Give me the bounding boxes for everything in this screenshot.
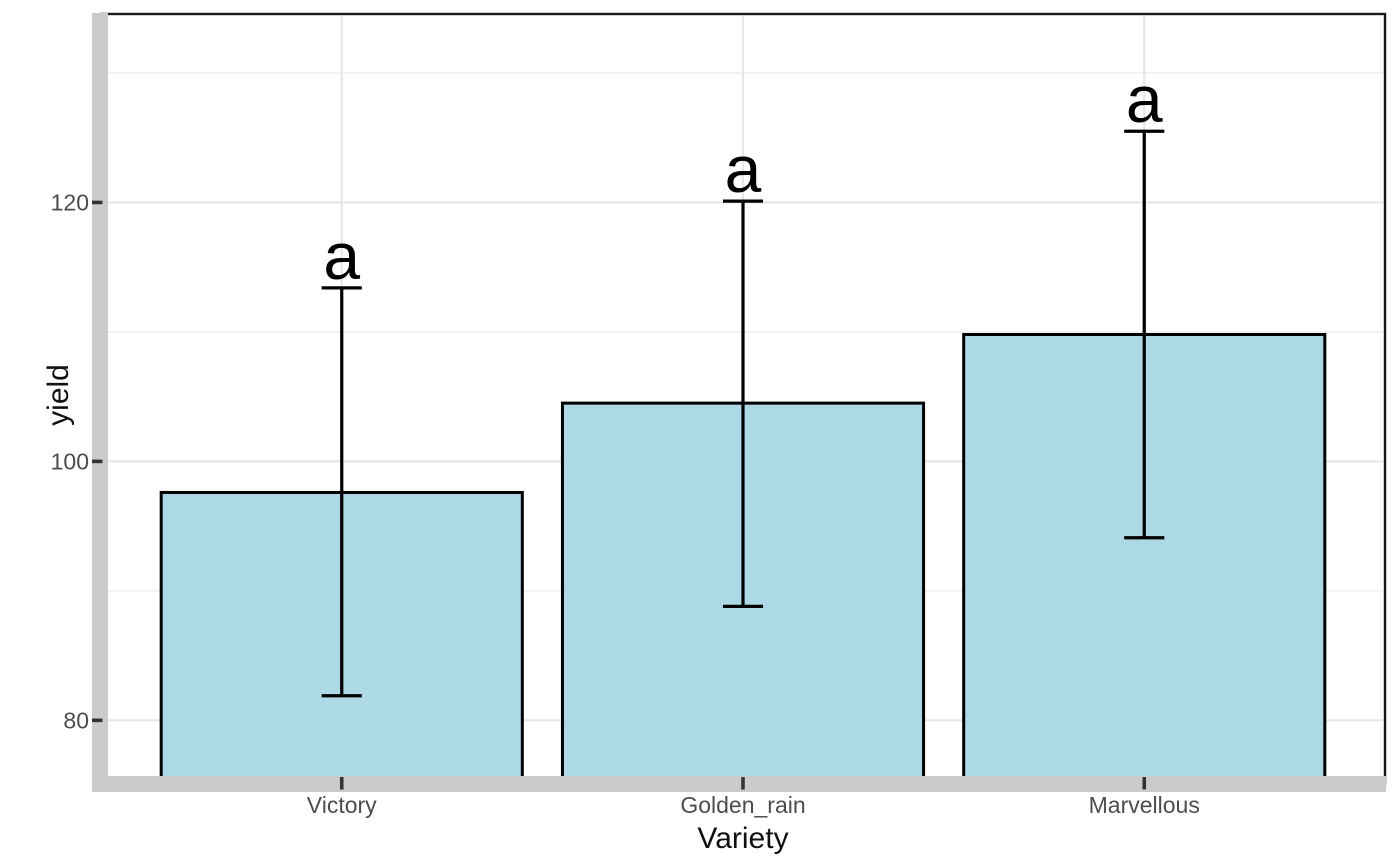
y-tick-label-120: 120 bbox=[51, 189, 89, 215]
errorbar-victory bbox=[321, 286, 362, 698]
errorbar-golden-rain bbox=[722, 199, 764, 608]
x-axis-line bbox=[92, 776, 1386, 792]
y-axis-title: yield bbox=[42, 364, 75, 426]
x-tick-label-marvellous: Marvellous bbox=[1089, 792, 1200, 818]
sig-label-marvellous: a bbox=[1126, 62, 1163, 136]
x-axis-title: Variety bbox=[697, 822, 788, 855]
sig-label-victory: a bbox=[323, 219, 360, 293]
y-tick-label-100: 100 bbox=[51, 448, 89, 474]
x-tick-label-victory: Victory bbox=[307, 792, 377, 818]
sig-label-golden-rain: a bbox=[725, 132, 762, 206]
x-tick-label-golden-rain: Golden_rain bbox=[680, 792, 805, 818]
y-tick-label-80: 80 bbox=[63, 707, 89, 733]
errorbar-marvellous bbox=[1124, 129, 1165, 540]
y-axis-line bbox=[92, 13, 108, 792]
